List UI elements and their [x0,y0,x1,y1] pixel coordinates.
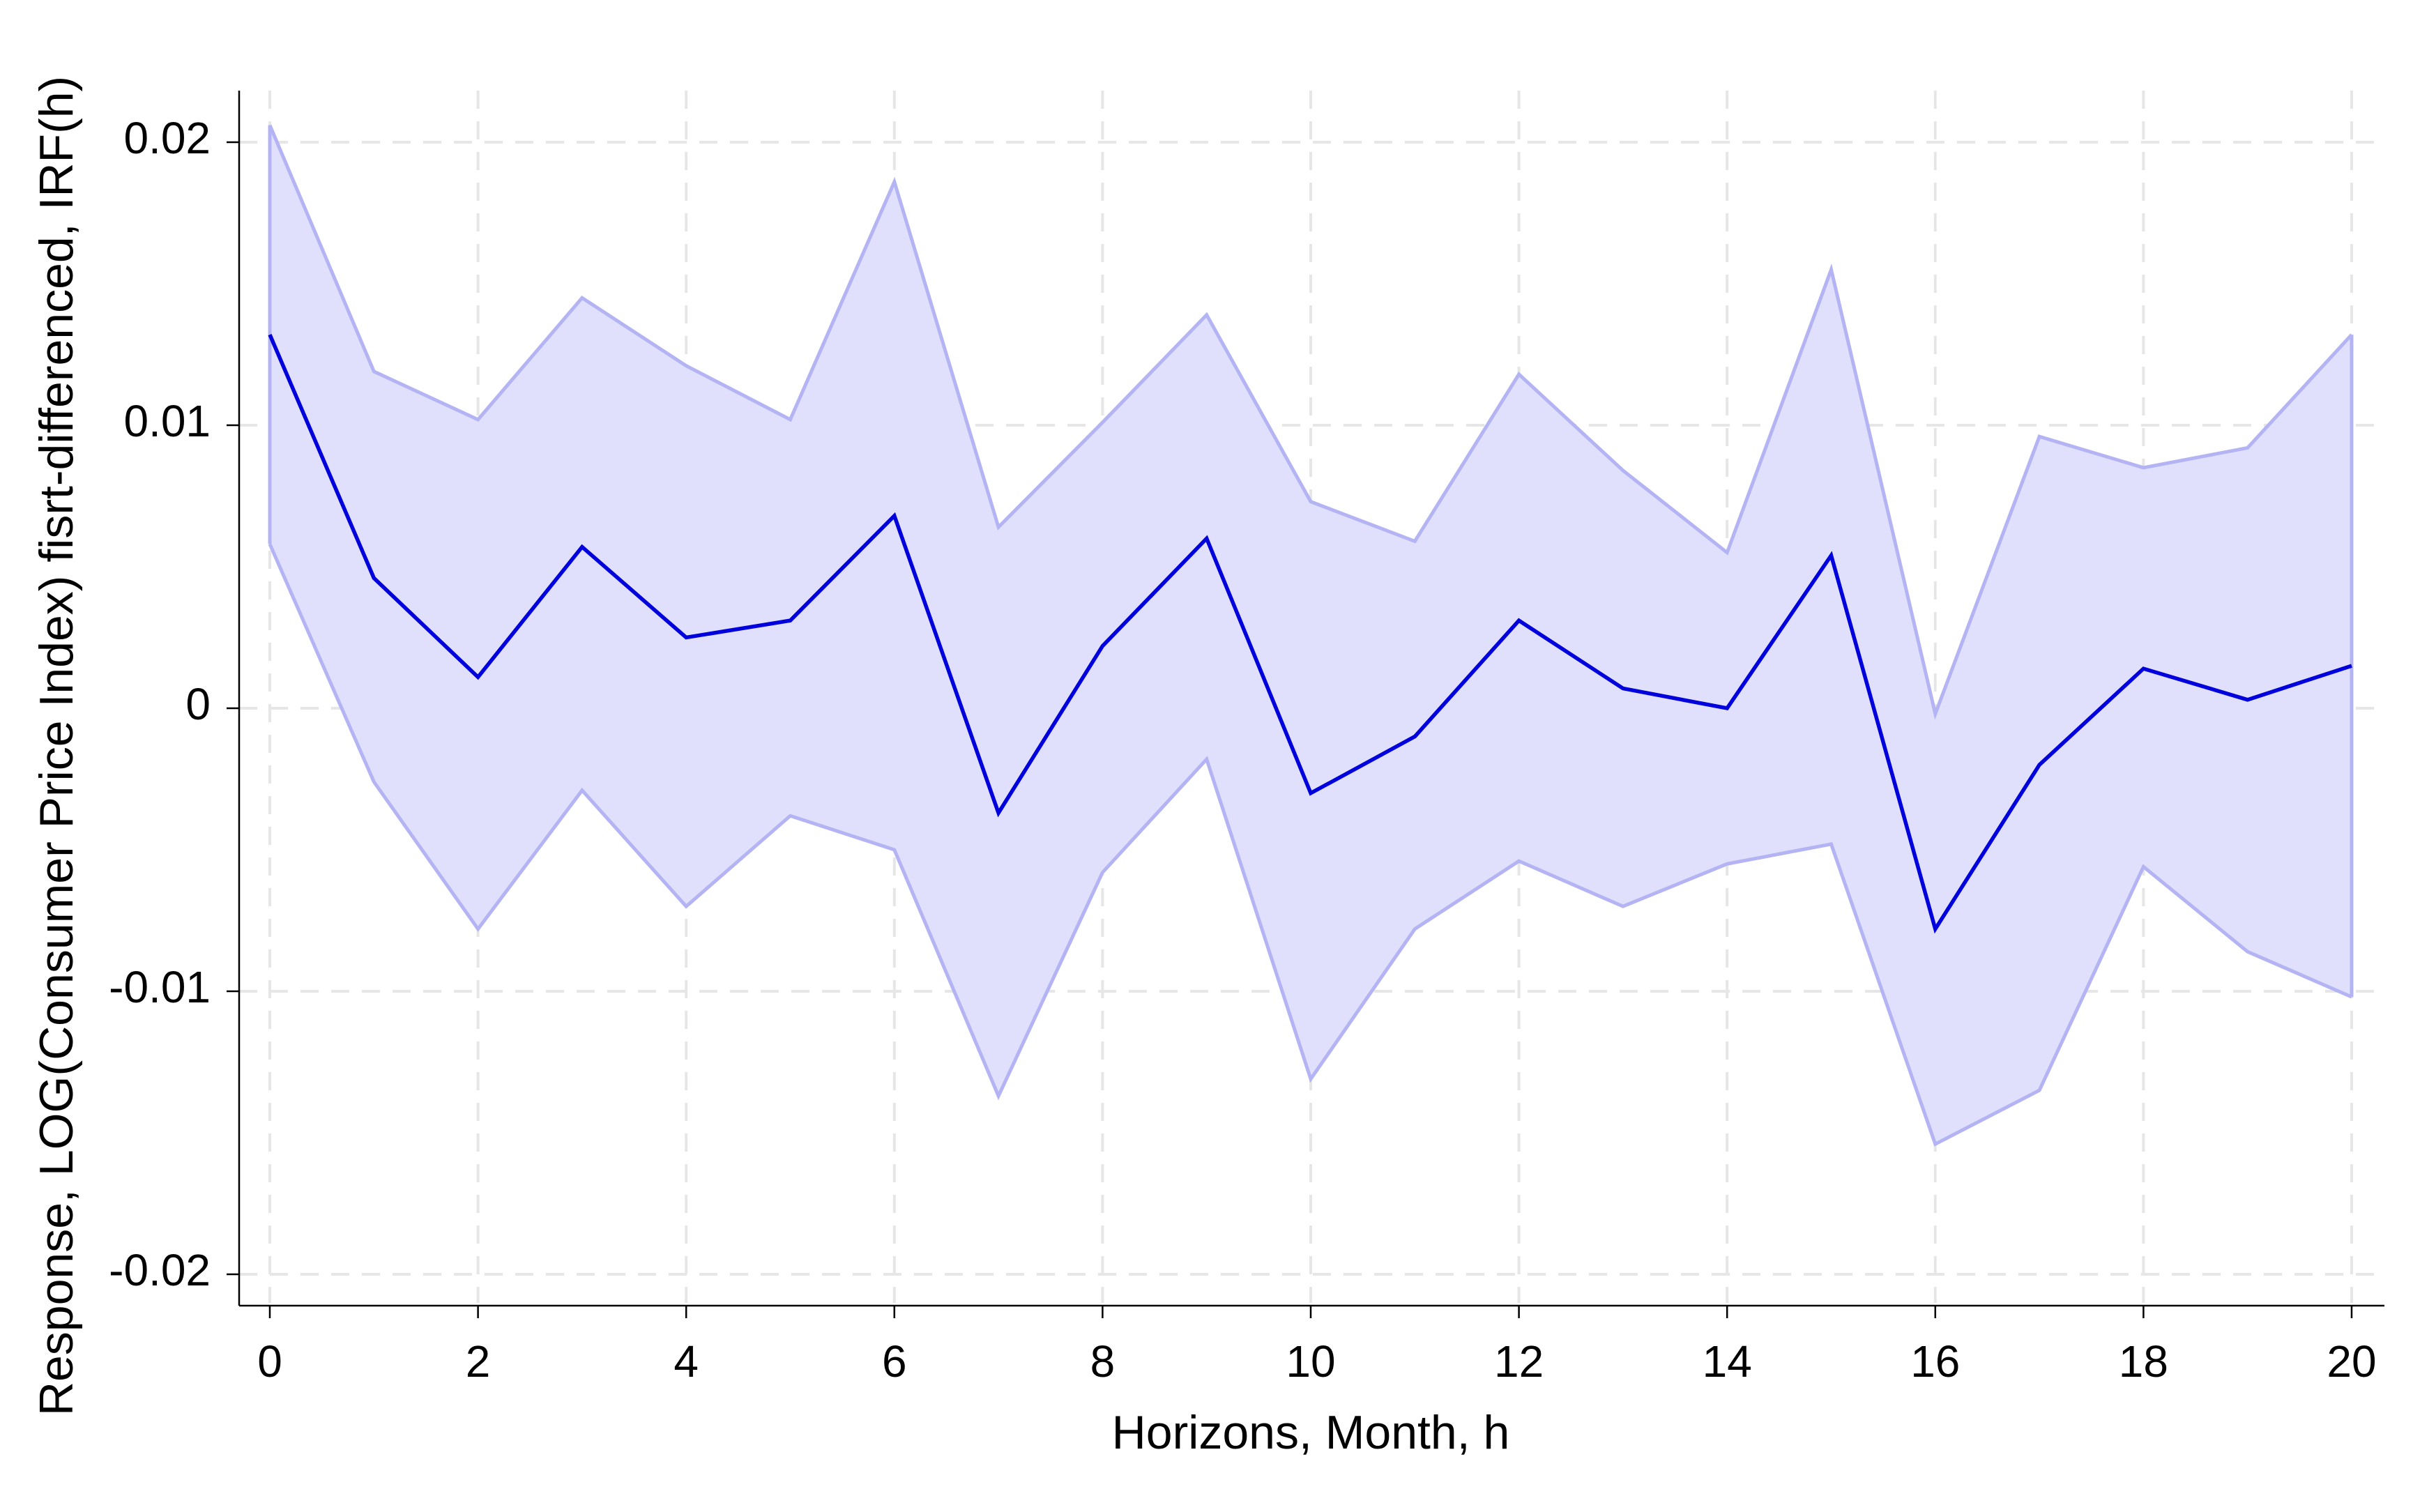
x-tick-label: 18 [2119,1336,2168,1387]
x-tick-label: 20 [2327,1336,2376,1387]
confidence-band [270,125,2352,1145]
series-lines [268,124,2354,1147]
y-tick-label: -0.02 [109,1245,211,1295]
lower-bound-line [268,543,2352,1147]
y-tick-label: -0.01 [109,962,211,1012]
x-tick-label: 14 [1703,1336,1752,1387]
irf-estimate-line [268,333,2352,934]
x-tick-label: 2 [466,1336,491,1387]
upper-bound-line [268,124,2353,720]
x-tick-label: 16 [1910,1336,1960,1387]
x-axis-title: Horizons, Month, h [1112,1406,1510,1459]
x-tick-labels: 0 2 4 6 8 10 12 14 16 18 20 [257,1336,2376,1387]
x-tick-label: 6 [882,1336,907,1387]
x-tick-label: 4 [673,1336,699,1387]
y-tick-label: 0 [185,679,211,729]
x-tick-label: 12 [1494,1336,1544,1387]
y-axis-title: Response, LOG(Consumer Price Index) fisr… [30,76,83,1416]
y-tick-label: 0.01 [123,396,211,446]
x-tick-label: 8 [1090,1336,1116,1387]
y-tick-labels: -0.02 -0.01 0 0.01 0.02 [109,113,211,1295]
confidence-band-area [270,125,2352,1145]
axes [227,91,2384,1318]
x-tick-label: 0 [257,1336,282,1387]
x-tick-label: 10 [1286,1336,1335,1387]
y-tick-label: 0.02 [123,113,211,163]
